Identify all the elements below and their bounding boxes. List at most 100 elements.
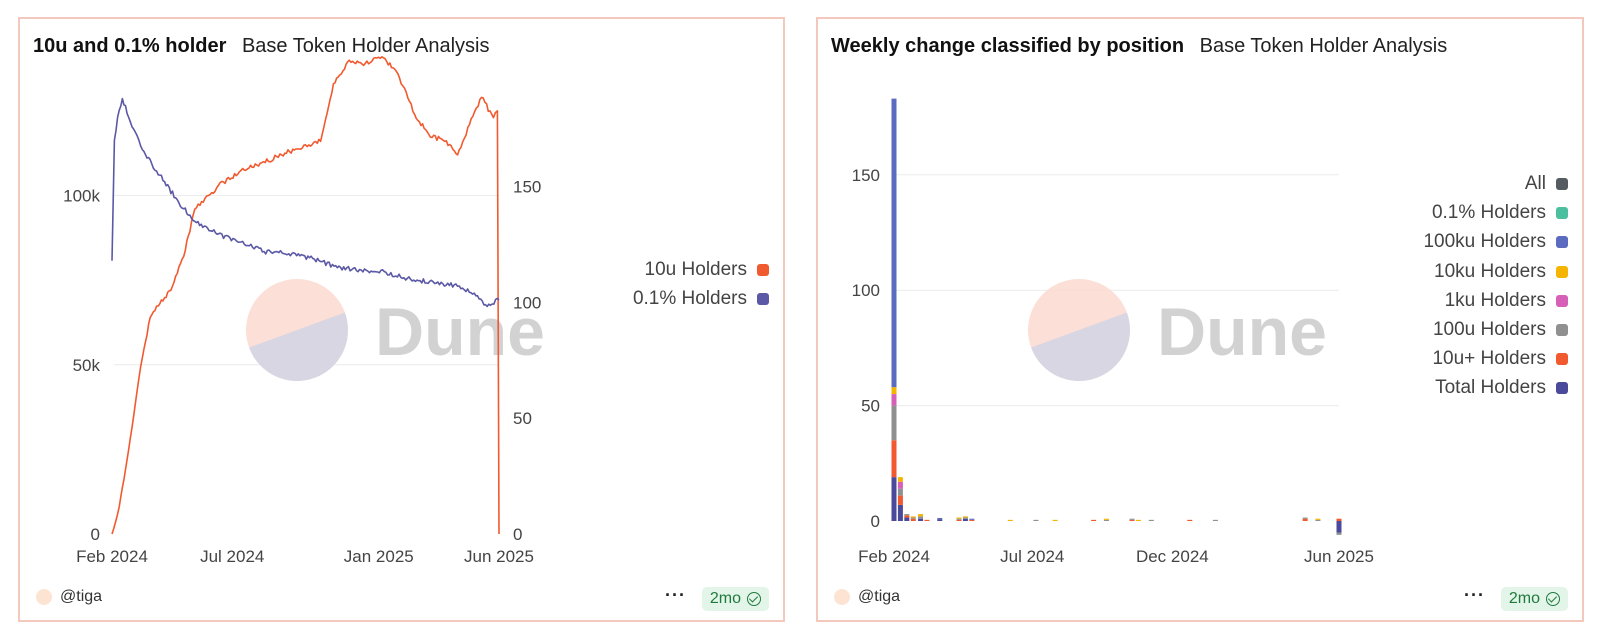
- avatar: [834, 589, 850, 605]
- bar-segment: [891, 387, 897, 395]
- legend-item[interactable]: 0.1% Holders: [633, 288, 769, 310]
- y-right-tick-label: 150: [513, 178, 541, 197]
- chart-subtitle: Base Token Holder Analysis: [1199, 35, 1448, 57]
- dune-watermark: Dune: [246, 279, 545, 381]
- x-tick-label: Jan 2025: [344, 547, 414, 566]
- author-link[interactable]: @tiga: [36, 588, 102, 606]
- legend-item[interactable]: 100ku Holders: [1423, 231, 1568, 253]
- bar-segment: [1302, 517, 1308, 519]
- bar-segment: [891, 477, 897, 521]
- y-right-tick-label: 0: [513, 525, 522, 544]
- x-tick-label: Dec 2024: [1136, 547, 1209, 566]
- legend-swatch: [1556, 207, 1568, 220]
- legend-item[interactable]: 10u+ Holders: [1432, 348, 1568, 370]
- check-circle-icon: [747, 592, 761, 606]
- bar-segment: [910, 518, 916, 521]
- freshness-badge[interactable]: 2mo: [1500, 587, 1568, 611]
- freshness-label: 2mo: [709, 590, 741, 607]
- bar-segment: [956, 519, 962, 521]
- bar-segment: [1315, 519, 1321, 521]
- legend-label: 100ku Holders: [1423, 231, 1546, 253]
- bar-segment: [937, 519, 943, 521]
- legend-swatch: [1556, 236, 1568, 249]
- bar-segment: [1103, 519, 1109, 521]
- legend-swatch: [1556, 294, 1568, 307]
- legend-swatch: [757, 293, 769, 305]
- bar-segment: [910, 517, 916, 519]
- freshness-label: 2mo: [1508, 590, 1540, 607]
- legend-label: Total Holders: [1435, 377, 1546, 399]
- legend-swatch: [1556, 324, 1568, 336]
- line-chart: 0 50k 100k 0 50 100 150 Feb 2024 Jul 2024 Jan 202…: [63, 55, 545, 566]
- watermark-circle-lower: [249, 312, 349, 381]
- y-tick-label: 150: [852, 166, 880, 185]
- x-tick-label: Jun 2025: [464, 547, 534, 566]
- y-right-tick-label: 50: [513, 409, 532, 428]
- watermark-text: Dune: [375, 294, 545, 370]
- bar-segment: [1187, 519, 1193, 521]
- bar-segment: [897, 504, 903, 521]
- dune-watermark: Dune: [1028, 279, 1327, 381]
- legend-item[interactable]: All: [1525, 173, 1568, 195]
- bar-segment: [918, 518, 924, 521]
- bar-segment: [891, 440, 897, 478]
- bar-segment: [1052, 519, 1058, 521]
- bar-segment: [904, 517, 910, 521]
- bar-segment: [1129, 518, 1135, 520]
- legend-item[interactable]: 1ku Holders: [1445, 290, 1568, 312]
- chart-card-holders: 10u and 0.1% holder Base Token Holder An…: [18, 17, 785, 622]
- legend-label: All: [1524, 173, 1546, 194]
- series-line: [111, 55, 500, 535]
- bar-segment: [897, 481, 903, 489]
- legend-item[interactable]: 10ku Holders: [1434, 261, 1568, 283]
- bar-segment: [1212, 519, 1218, 521]
- y-left-tick-label: 50k: [73, 356, 101, 375]
- x-tick-label: Feb 2024: [858, 547, 930, 566]
- x-tick-label: Jul 2024: [200, 547, 264, 566]
- more-options-button[interactable]: ···: [665, 585, 686, 605]
- x-tick-label: Jul 2024: [1000, 547, 1064, 566]
- x-tick-label: Jun 2025: [1304, 547, 1374, 566]
- bar-segment: [1129, 519, 1135, 521]
- chart-legend: 10u Holders 0.1% Holders: [569, 19, 769, 624]
- chart-card-weekly-change: Weekly change classified by position Bas…: [816, 17, 1584, 622]
- series-line: [111, 97, 500, 308]
- legend-item[interactable]: 10u Holders: [645, 259, 769, 281]
- avatar: [36, 589, 52, 605]
- author-link[interactable]: @tiga: [834, 588, 900, 606]
- y-tick-label: 50: [861, 397, 880, 416]
- bar-segment: [1103, 518, 1109, 520]
- author-name: @tiga: [858, 588, 901, 605]
- bar-segment: [891, 405, 897, 441]
- watermark-text: Dune: [1157, 294, 1327, 370]
- freshness-badge[interactable]: 2mo: [701, 587, 769, 611]
- bar-segment: [1336, 521, 1342, 533]
- bar-segment: [897, 488, 903, 496]
- bar-segment: [1336, 518, 1342, 521]
- more-options-button[interactable]: ···: [1464, 585, 1485, 605]
- bar-chart: 0 50 100 150 Feb 2024 Jul 2024 Dec 2024 Jun 202…: [852, 98, 1374, 566]
- bar-segment: [962, 517, 968, 519]
- legend-swatch: [1556, 265, 1568, 278]
- chart-title-bar: Weekly change classified by position Bas…: [831, 35, 1447, 58]
- legend-swatch: [1556, 353, 1568, 366]
- chart-subtitle: Base Token Holder Analysis: [241, 35, 490, 57]
- bar-segment: [969, 519, 975, 521]
- legend-item[interactable]: Total Holders: [1435, 377, 1568, 399]
- bar-segment: [1148, 519, 1154, 521]
- bar-segment: [891, 98, 897, 388]
- bar-segment: [1091, 519, 1097, 521]
- legend-label: 10u Holders: [644, 259, 747, 280]
- legend-item[interactable]: 0.1% Holders: [1432, 202, 1568, 224]
- legend-item[interactable]: 100u Holders: [1433, 319, 1568, 341]
- bar-segment: [1135, 519, 1141, 521]
- y-left-tick-label: 0: [91, 525, 100, 544]
- bar-segment: [904, 514, 910, 516]
- bar-segment: [910, 516, 916, 518]
- bar-segment: [1302, 518, 1308, 521]
- author-name: @tiga: [60, 588, 103, 605]
- bar-segment: [969, 518, 975, 520]
- bar-segment: [897, 477, 903, 482]
- chart-title-bar: 10u and 0.1% holder Base Token Holder An…: [33, 35, 490, 58]
- legend-label: 0.1% Holders: [632, 288, 747, 309]
